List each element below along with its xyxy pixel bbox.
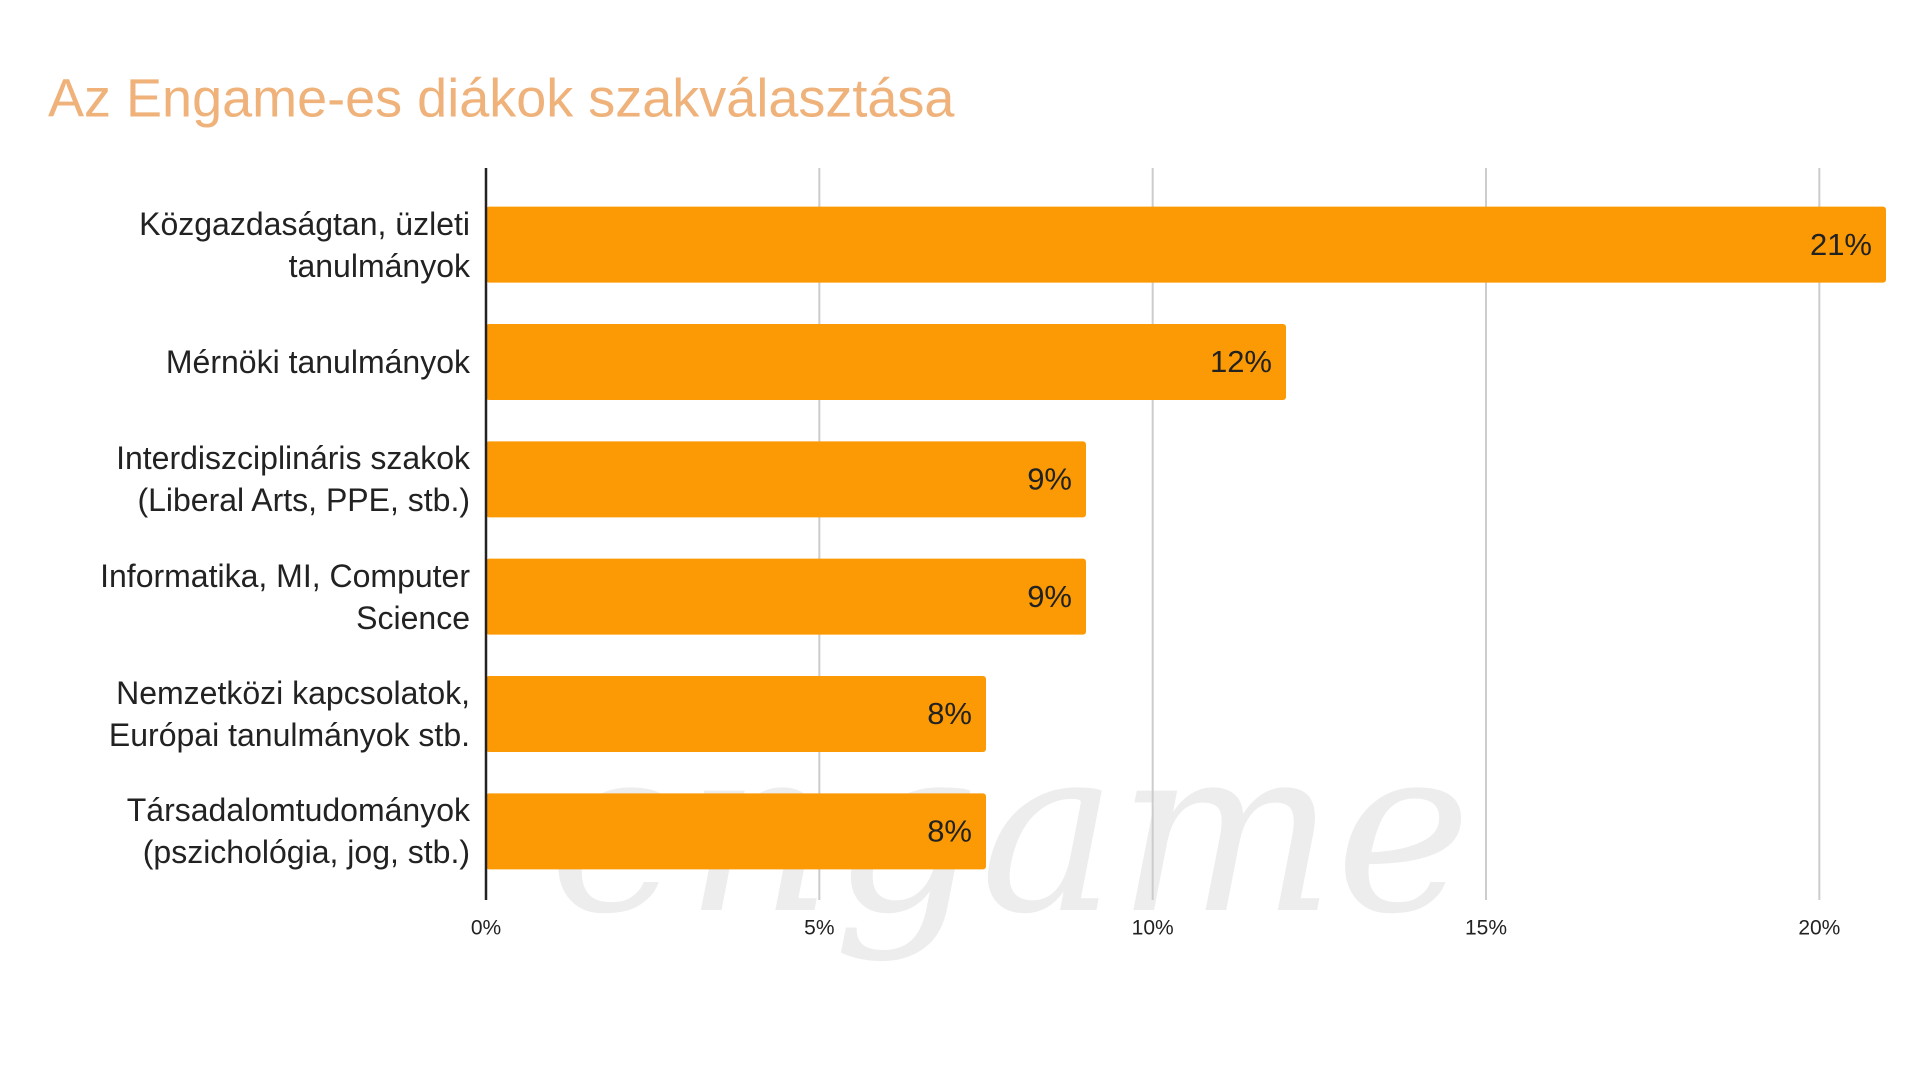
x-tick-label: 20%: [1798, 917, 1840, 940]
value-label: 21%: [1810, 227, 1872, 262]
y-tick-label: Társadalomtudományok (pszichológia, jog,…: [126, 792, 470, 871]
value-label: 9%: [1027, 462, 1072, 497]
x-tick-label: 15%: [1465, 917, 1507, 940]
bar: [486, 558, 1086, 635]
y-tick-label: Informatika, MI, Computer Science: [100, 557, 470, 636]
chart-title: Az Engame-es diákok szakválasztása: [48, 68, 955, 128]
y-tick-label: Nemzetközi kapcsolatok, Európai tanulmán…: [108, 675, 470, 753]
bar: [486, 206, 1886, 283]
y-tick-label: Mérnöki tanulmányok: [165, 344, 470, 380]
y-tick-label: Interdiszciplináris szakok (Liberal Arts…: [116, 440, 470, 519]
x-tick-label: 5%: [804, 917, 834, 940]
bar: [486, 676, 986, 752]
bar: [486, 793, 986, 870]
value-label: 8%: [927, 696, 972, 731]
y-tick-label: Közgazdaságtan, üzleti tanulmányok: [139, 205, 470, 284]
bar: [486, 324, 1286, 400]
x-tick-label: 0%: [471, 917, 501, 940]
x-tick-label: 10%: [1132, 917, 1174, 940]
bar: [486, 441, 1086, 518]
value-label: 9%: [1027, 579, 1072, 614]
value-label: 12%: [1210, 344, 1272, 379]
value-label: 8%: [927, 814, 972, 849]
